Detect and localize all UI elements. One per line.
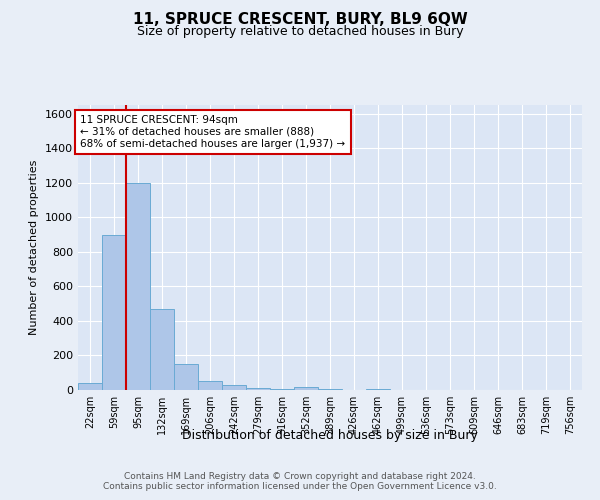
Bar xyxy=(366,389,390,390)
Bar xyxy=(102,234,126,390)
Bar xyxy=(198,380,222,390)
Bar xyxy=(318,389,342,390)
Bar xyxy=(246,388,270,390)
Text: Contains public sector information licensed under the Open Government Licence v3: Contains public sector information licen… xyxy=(103,482,497,491)
Text: Size of property relative to detached houses in Bury: Size of property relative to detached ho… xyxy=(137,25,463,38)
Bar xyxy=(78,383,102,390)
Bar xyxy=(126,182,150,390)
Text: Contains HM Land Registry data © Crown copyright and database right 2024.: Contains HM Land Registry data © Crown c… xyxy=(124,472,476,481)
Bar xyxy=(174,364,198,390)
Text: Distribution of detached houses by size in Bury: Distribution of detached houses by size … xyxy=(182,428,478,442)
Text: 11, SPRUCE CRESCENT, BURY, BL9 6QW: 11, SPRUCE CRESCENT, BURY, BL9 6QW xyxy=(133,12,467,28)
Bar xyxy=(294,386,318,390)
Y-axis label: Number of detached properties: Number of detached properties xyxy=(29,160,40,335)
Bar xyxy=(270,389,294,390)
Bar xyxy=(222,385,246,390)
Text: 11 SPRUCE CRESCENT: 94sqm
← 31% of detached houses are smaller (888)
68% of semi: 11 SPRUCE CRESCENT: 94sqm ← 31% of detac… xyxy=(80,116,346,148)
Bar xyxy=(150,309,174,390)
